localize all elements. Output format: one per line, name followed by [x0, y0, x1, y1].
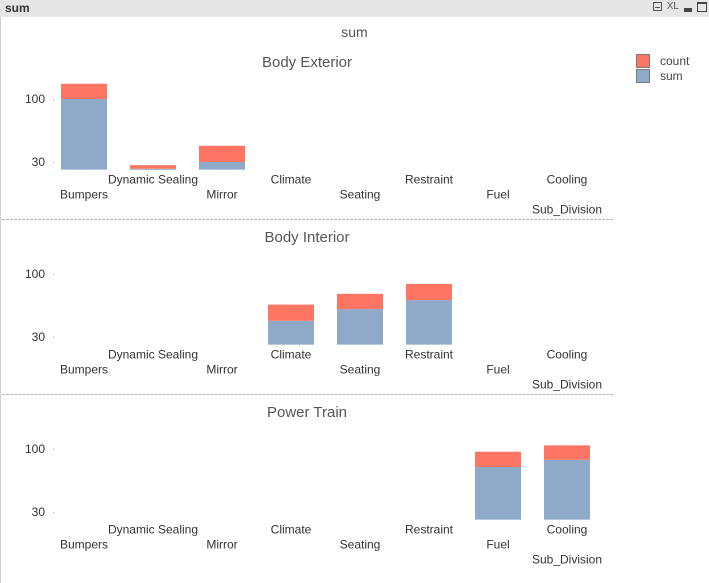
xl-export-icon[interactable]: XL — [666, 1, 679, 12]
caption-icons: XL — [652, 1, 707, 12]
legend: count sum — [636, 53, 689, 83]
legend-item-sum[interactable]: sum — [636, 68, 689, 83]
legend-swatch-count — [636, 53, 650, 68]
legend-item-count[interactable]: count — [636, 53, 689, 68]
chart-title: sum — [341, 24, 368, 40]
legend-label-sum: sum — [660, 68, 683, 83]
legend-label-count: count — [660, 53, 690, 68]
minimize-icon[interactable] — [684, 7, 692, 12]
chart-frame — [0, 17, 709, 583]
legend-swatch-sum — [636, 68, 650, 83]
caption-title: sum — [5, 1, 30, 15]
window-caption: sum XL — [0, 0, 709, 17]
print-icon[interactable] — [652, 2, 662, 11]
maximize-icon[interactable] — [697, 1, 707, 12]
